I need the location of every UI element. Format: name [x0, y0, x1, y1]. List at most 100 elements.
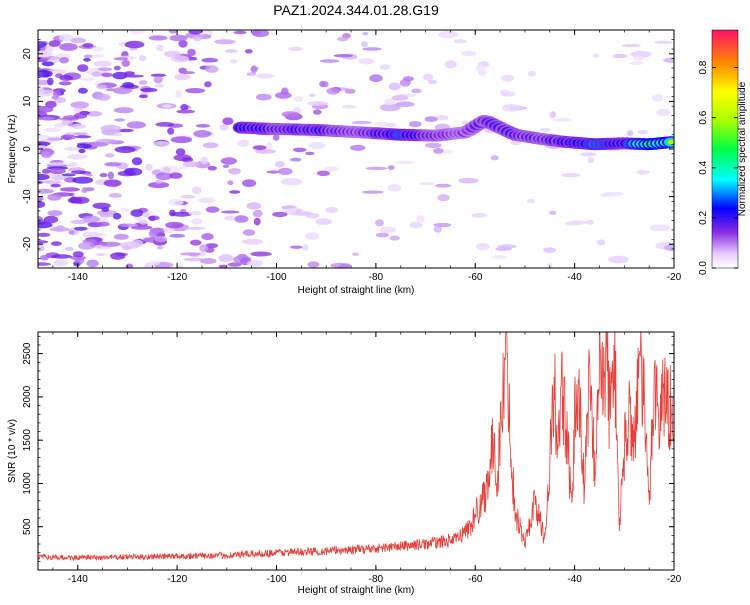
heatmap-noise-cell: [444, 60, 457, 69]
heatmap-noise-cell: [395, 160, 415, 165]
heatmap-noise-cell: [408, 121, 422, 128]
heatmap-noise-cell: [592, 53, 600, 58]
heatmap-noise-cell: [175, 148, 186, 156]
heatmap-noise-cell: [182, 161, 201, 168]
heatmap-noise-cell: [163, 50, 182, 58]
snr-ylabel: SNR (10 * v/v): [7, 419, 18, 483]
heatmap-noise-cell: [38, 188, 54, 194]
x-tick-label: -140: [68, 574, 88, 585]
heatmap-noise-cell: [272, 211, 288, 218]
heatmap-noise-cell: [242, 179, 257, 188]
heatmap-noise-cell: [220, 157, 237, 165]
heatmap-noise-cell: [350, 144, 366, 151]
x-tick-label: -20: [667, 272, 682, 283]
heatmap-noise-cell: [290, 245, 303, 249]
heatmap-noise-cell: [70, 37, 86, 44]
heatmap-noise-cell: [99, 173, 108, 178]
heatmap-noise-cell: [112, 87, 133, 95]
heatmap-noise-cell: [47, 210, 63, 217]
spectrogram-xlabel: Height of straight line (km): [298, 285, 415, 296]
heatmap-noise-cell: [171, 55, 190, 63]
heatmap-noise-cell: [389, 235, 400, 241]
heatmap-noise-cell: [117, 128, 134, 133]
heatmap-noise-cell: [200, 258, 217, 264]
heatmap-noise-cell: [138, 80, 148, 85]
heatmap-noise-cell: [179, 71, 196, 75]
heatmap-noise-cell: [97, 67, 113, 71]
heatmap-noise-cell: [201, 233, 214, 241]
heatmap-noise-cell: [205, 243, 218, 249]
heatmap-noise-cell: [195, 124, 211, 128]
heatmap-noise-cell: [222, 164, 230, 168]
heatmap-noise-cell: [633, 55, 644, 61]
heatmap-noise-cell: [165, 221, 184, 229]
heatmap-noise-cell: [38, 180, 44, 185]
heatmap-noise-cell: [256, 73, 275, 79]
heatmap-noise-cell: [306, 213, 320, 219]
heatmap-noise-cell: [67, 154, 88, 160]
heatmap-noise-cell: [113, 65, 121, 71]
heatmap-noise-cell: [193, 130, 212, 138]
heatmap-noise-cell: [70, 196, 90, 204]
heatmap-noise-cell: [41, 168, 51, 174]
heatmap-noise-cell: [49, 56, 60, 64]
heatmap-noise-cell: [43, 215, 59, 224]
heatmap-noise-cell: [79, 77, 95, 81]
heatmap-noise-cell: [59, 33, 73, 42]
colorbar-tick-label: 0.8: [698, 60, 709, 74]
heatmap-noise-cell: [663, 244, 674, 252]
colorbar-tick-label: 0.0: [698, 261, 709, 275]
y-tick-label: 10: [22, 95, 33, 107]
heatmap-noise-cell: [40, 255, 49, 261]
heatmap-noise-cell: [53, 90, 61, 97]
heatmap-noise-cell: [59, 74, 74, 81]
heatmap-noise-cell: [416, 215, 425, 223]
heatmap-noise-cell: [96, 84, 108, 90]
heatmap-noise-cell: [490, 155, 499, 161]
heatmap-noise-cell: [145, 163, 153, 171]
heatmap-noise-cell: [104, 153, 115, 158]
heatmap-noise-cell: [361, 41, 368, 48]
heatmap-noise-cell: [183, 257, 204, 262]
heatmap-noise-cell: [169, 172, 183, 179]
heatmap-noise-cell: [435, 183, 452, 188]
y-tick-label: 1000: [22, 472, 33, 495]
snr-line-layer: [38, 332, 674, 562]
heatmap-noise-cell: [48, 40, 61, 47]
heatmap-noise-cell: [129, 30, 146, 35]
heatmap-noise-cell: [41, 61, 55, 67]
heatmap-noise-cell: [167, 127, 175, 135]
heatmap-noise-cell: [38, 221, 53, 229]
heatmap-noise-cell: [319, 59, 340, 63]
heatmap-noise-cell: [301, 244, 309, 251]
heatmap-noise-cell: [362, 31, 369, 36]
heatmap-noise-cell: [411, 88, 422, 94]
x-tick-label: -60: [468, 574, 483, 585]
heatmap-noise-cell: [180, 194, 196, 199]
heatmap-noise-cell: [246, 72, 257, 76]
heatmap-noise-cell: [202, 142, 219, 149]
heatmap-noise-cell: [254, 148, 276, 154]
heatmap-noise-cell: [47, 193, 62, 201]
heatmap-noise-cell: [103, 179, 122, 187]
colorbar-tick-label: 0.6: [698, 110, 709, 124]
heatmap-noise-cell: [73, 112, 88, 119]
heatmap-noise-cell: [250, 66, 259, 71]
heatmap-noise-cell: [375, 232, 390, 238]
heatmap-noise-cell: [60, 134, 77, 140]
heatmap-noise-cell: [142, 212, 151, 218]
heatmap-noise-cell: [148, 181, 170, 189]
heatmap-noise-cell: [82, 43, 94, 48]
x-tick-label: -100: [266, 574, 286, 585]
y-tick-label: 1500: [22, 429, 33, 452]
heatmap-noise-cell: [246, 202, 262, 210]
heatmap-noise-cell: [59, 57, 69, 64]
heatmap-noise-cell: [101, 207, 110, 212]
colorbar-tick-label: 0.4: [698, 160, 709, 174]
x-tick-label: -120: [167, 574, 187, 585]
heatmap-layer: [38, 30, 674, 268]
heatmap-noise-cell: [600, 192, 613, 197]
heatmap-noise-cell: [596, 239, 606, 246]
